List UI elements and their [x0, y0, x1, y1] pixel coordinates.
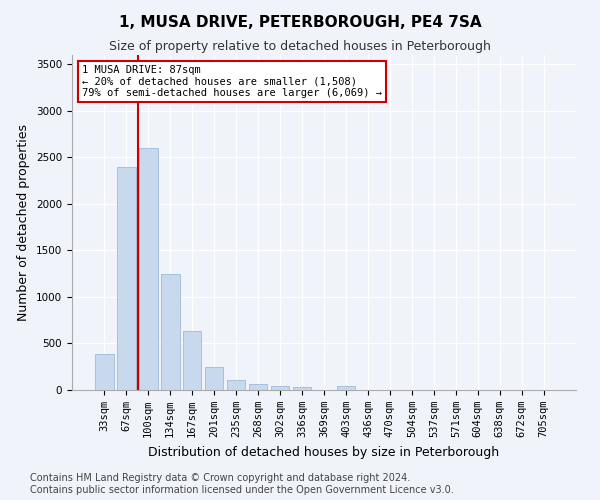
- Text: Contains HM Land Registry data © Crown copyright and database right 2024.
Contai: Contains HM Land Registry data © Crown c…: [30, 474, 454, 495]
- Text: 1 MUSA DRIVE: 87sqm
← 20% of detached houses are smaller (1,508)
79% of semi-det: 1 MUSA DRIVE: 87sqm ← 20% of detached ho…: [82, 65, 382, 98]
- X-axis label: Distribution of detached houses by size in Peterborough: Distribution of detached houses by size …: [148, 446, 500, 458]
- Bar: [183, 332, 202, 390]
- Bar: [337, 386, 355, 390]
- Bar: [95, 354, 113, 390]
- Y-axis label: Number of detached properties: Number of detached properties: [17, 124, 31, 321]
- Text: 1, MUSA DRIVE, PETERBOROUGH, PE4 7SA: 1, MUSA DRIVE, PETERBOROUGH, PE4 7SA: [119, 15, 481, 30]
- Bar: [293, 387, 311, 390]
- Bar: [227, 380, 245, 390]
- Bar: [117, 166, 136, 390]
- Text: Size of property relative to detached houses in Peterborough: Size of property relative to detached ho…: [109, 40, 491, 53]
- Bar: [161, 274, 179, 390]
- Bar: [249, 384, 268, 390]
- Bar: [271, 386, 289, 390]
- Bar: [139, 148, 158, 390]
- Bar: [205, 366, 223, 390]
